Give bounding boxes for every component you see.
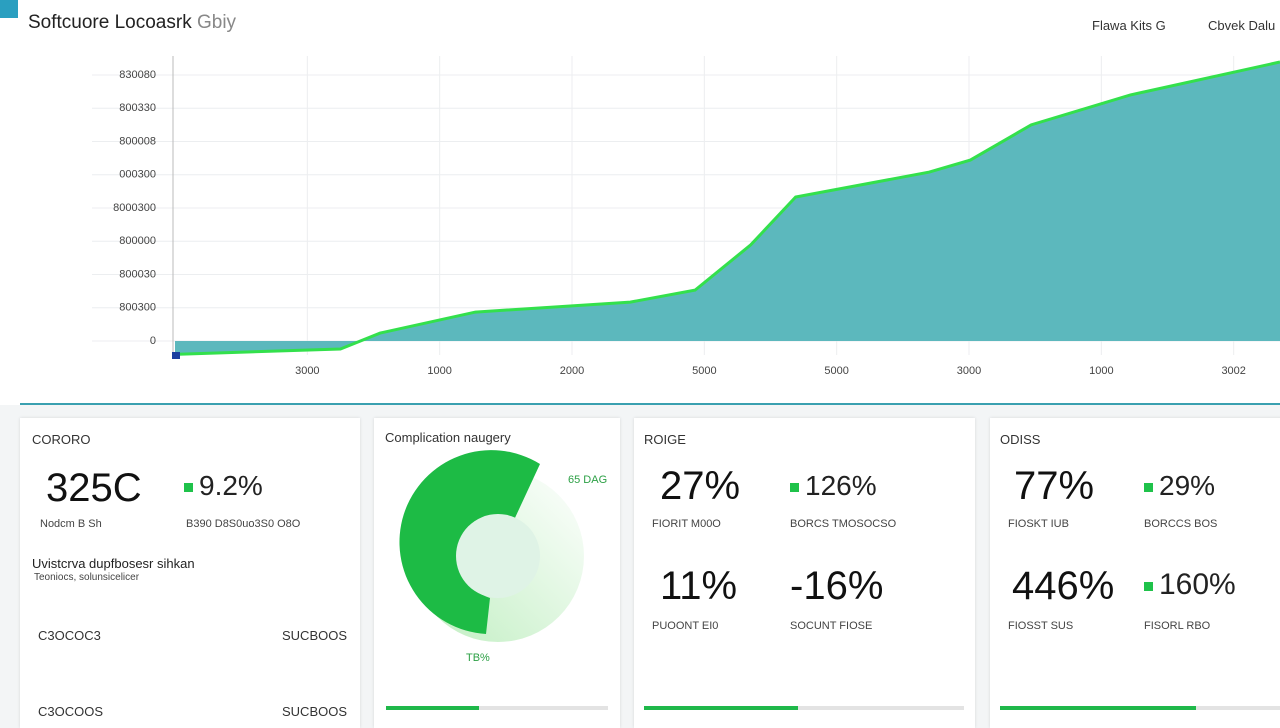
app-title: Softcuore Locoasrk Gbiy [28,12,236,34]
donut-hole [456,514,540,598]
progress-fill [1000,706,1196,710]
donut-label: TB% [466,652,490,664]
row-label: C3OCOC3 [38,628,101,643]
line [174,60,1280,356]
x-tick-label: 3002 [1221,365,1245,377]
y-tick-label: 800000 [119,235,156,247]
metric: 446% [1012,564,1115,608]
app-icon [0,0,18,18]
progress-track [1000,706,1280,710]
change-text: 160% [1159,568,1236,601]
x-tick-label: 2000 [560,365,584,377]
y-tick-label: 0 [150,335,156,347]
x-tick-label: 1000 [1089,365,1113,377]
progress-fill [386,706,480,710]
note: PUOONT EI0 [652,620,719,632]
card: ROIGE 27% 126% FIORIT M00O BORCS TMOSOCS… [634,418,975,728]
note: BORCCS BOS [1144,518,1218,530]
card: Complication naugery 65 DAG TB% [374,418,620,728]
change: 29% [1144,470,1215,502]
y-tick-label: 000300 [119,169,156,181]
change-text: 126% [805,470,877,501]
area-chart: 0 800300 800030 800000 8000300 000300 800008 80… [20,56,1280,405]
note: B390 D8S0uo3S0 O8O [186,518,301,530]
metric: 11% [660,564,738,608]
x-tick-label: 3000 [295,365,319,377]
note: FISORL RBO [1144,620,1211,632]
y-tick-label: 830080 [119,69,156,81]
note: FIOSST SUS [1008,620,1074,632]
card-title: CORORO [32,432,91,447]
card-title: Complication naugery [385,430,511,445]
row-label: C3OCOOS [38,704,104,719]
progress-track [386,706,608,710]
note: FIORIT M00O [652,518,721,530]
change-text: 29% [1159,470,1216,501]
subtitle: Gbiy [196,12,237,33]
list-title: Uvistcrva dupfbosesr sihkan [32,556,195,571]
card: ODISS 77% 29% FIOSKT IUB BORCCS BOS 446%… [990,418,1280,728]
metric: 325C [46,466,142,510]
list-subtitle: Teoniocs, solunsicelicer [34,572,140,583]
x-tick-label: 1000 [427,365,451,377]
note: BORCS TMOSOCSO [790,518,897,530]
note: Nodcm B Sh [40,518,102,530]
note: FIOSKT IUB [1008,518,1069,530]
note: SOCUNT FIOSE [790,620,873,632]
change: 126% [790,470,877,502]
x-tick-label: 5000 [824,365,848,377]
metric: 77% [1014,464,1095,508]
y-tick-label: 8000300 [113,202,156,214]
y-tick-label: 800330 [119,102,156,114]
change: 160% [1144,568,1236,602]
y-tick-label: 800300 [119,302,156,314]
metric: 27% [660,464,741,508]
x-tick-label: 5000 [692,365,716,377]
change-text: 9.2% [199,470,263,501]
y-tick-label: 800008 [119,135,156,147]
row-value: SUCBOOS [282,628,348,643]
menu-item[interactable]: Cbvek Dalu [1208,18,1276,33]
card-title: ODISS [1000,432,1041,447]
donut [399,450,584,642]
card-title: ROIGE [644,432,686,447]
donut-segment [399,450,540,634]
card: CORORO 325C 9.2% Nodcm B Sh B390 D8S0uo3… [20,418,360,728]
metric: -16% [790,564,884,608]
area [175,61,1280,355]
progress-fill [644,706,798,710]
axis-origin [172,352,180,359]
row-value: SUCBOOS [282,704,348,719]
donut-label: 65 DAG [568,474,608,486]
menu-item[interactable]: Flawa Kits G [1092,18,1166,33]
x-tick-label: 3000 [957,365,981,377]
progress-track [644,706,964,710]
change: 9.2% [184,470,263,502]
y-tick-label: 800030 [119,268,156,280]
title: Softcuore Locoasrk [28,12,192,33]
